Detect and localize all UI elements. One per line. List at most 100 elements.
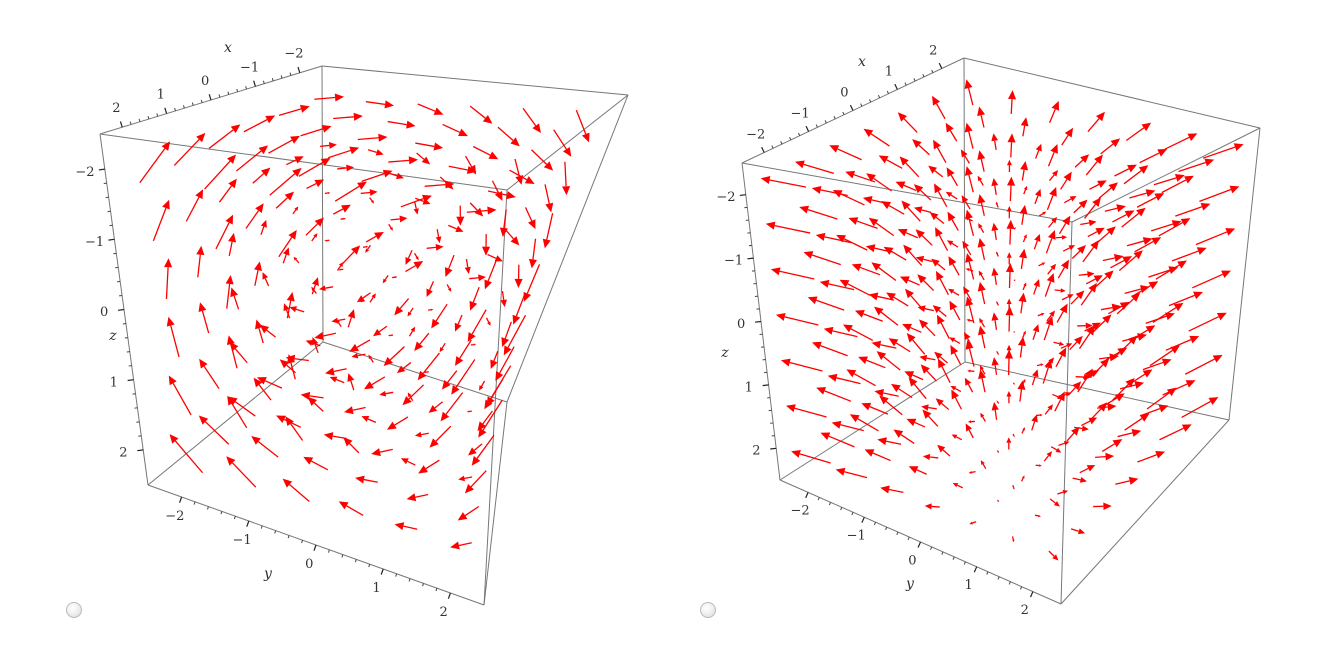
vector-arrowhead bbox=[1075, 290, 1085, 300]
vector-arrow-shaft bbox=[1060, 178, 1068, 190]
vector-arrowhead bbox=[880, 485, 890, 494]
vector-arrow-shaft bbox=[1061, 134, 1069, 146]
vector-arrowhead bbox=[1122, 256, 1133, 265]
vector-arrow-shaft bbox=[981, 378, 986, 393]
x-axis-minor-tick bbox=[236, 88, 239, 92]
vector-arrowhead bbox=[1038, 514, 1042, 518]
vector-arrow-shaft bbox=[544, 184, 550, 204]
vector-arrowhead bbox=[255, 203, 264, 213]
vector-arrowhead bbox=[196, 132, 206, 143]
vector-arrow-shaft bbox=[1034, 195, 1039, 205]
vector-arrow-shaft bbox=[1052, 393, 1059, 398]
vector-arrowhead bbox=[888, 338, 899, 347]
vector-arrowhead bbox=[388, 334, 391, 337]
vector-arrow-shaft bbox=[407, 249, 413, 259]
vector-arrowhead bbox=[382, 278, 387, 284]
vector-arrow-shaft bbox=[485, 317, 490, 323]
vector-arrowhead bbox=[977, 194, 986, 204]
vector-arrow-shaft bbox=[384, 274, 389, 281]
vector-arrow-shaft bbox=[936, 147, 947, 164]
vector-arrowhead bbox=[169, 434, 179, 444]
vector-arrow-shaft bbox=[1059, 393, 1067, 398]
vector-arrowhead bbox=[877, 437, 887, 446]
box-edge bbox=[963, 57, 966, 363]
vector-arrowhead bbox=[899, 276, 910, 284]
x-axis-tick bbox=[761, 146, 765, 153]
vector-arrowhead bbox=[823, 326, 834, 335]
vector-arrowhead bbox=[1039, 413, 1043, 417]
vector-arrow-shaft bbox=[1082, 246, 1095, 263]
vector-arrowhead bbox=[407, 392, 412, 398]
vector-arrow-shaft bbox=[197, 254, 201, 278]
vector-arrow-shaft bbox=[337, 318, 346, 322]
vector-arrow-shaft bbox=[230, 343, 238, 369]
vector-arrowhead bbox=[945, 122, 954, 133]
vector-arrowhead bbox=[965, 339, 974, 350]
vector-arrowhead bbox=[1110, 138, 1121, 148]
vector-arrowhead bbox=[1181, 424, 1192, 432]
vector-arrowhead bbox=[1023, 185, 1028, 191]
x-axis-minor-tick bbox=[147, 116, 150, 120]
vector-arrow-shaft bbox=[333, 116, 354, 120]
vector-arrow-shaft bbox=[1022, 333, 1025, 338]
vector-arrowhead bbox=[1133, 250, 1143, 260]
vector-arrow-shaft bbox=[482, 399, 503, 431]
vector-arrow-shaft bbox=[295, 259, 300, 264]
radio-button-left[interactable] bbox=[66, 602, 82, 618]
vector-arrow-shaft bbox=[966, 292, 972, 301]
vector-arrow-shaft bbox=[490, 378, 504, 399]
vector-arrowhead bbox=[347, 309, 356, 319]
vector-arrow-shaft bbox=[414, 201, 417, 209]
radio-button-right[interactable] bbox=[700, 602, 716, 618]
y-axis-tick-label: −1 bbox=[232, 533, 251, 548]
vector-arrowhead bbox=[1050, 143, 1058, 154]
vector-arrow-shaft bbox=[1032, 330, 1037, 340]
vector-arrow-shaft bbox=[847, 283, 871, 296]
vector-arrowhead bbox=[1032, 369, 1039, 378]
vector-arrow-shaft bbox=[429, 281, 435, 291]
vector-arrow-shaft bbox=[371, 376, 386, 386]
vector-arrowhead bbox=[1184, 175, 1194, 184]
vector-arrow-shaft bbox=[1192, 273, 1224, 289]
vector-arrowhead bbox=[344, 406, 354, 415]
vector-arrow-shaft bbox=[1139, 407, 1161, 417]
vector-arrowhead bbox=[1100, 358, 1110, 368]
vector-arrowhead bbox=[908, 466, 919, 474]
vector-arrowhead bbox=[876, 351, 887, 360]
vector-arrowhead bbox=[1145, 189, 1156, 197]
vector-arrowhead bbox=[871, 262, 882, 271]
vector-arrowhead bbox=[283, 303, 290, 312]
vector-arrow-shaft bbox=[347, 317, 353, 328]
vector-arrow-shaft bbox=[174, 440, 204, 474]
vector-arrowhead bbox=[831, 420, 842, 429]
vector-arrow-shaft bbox=[891, 250, 907, 261]
vector-arrowhead bbox=[1090, 240, 1099, 250]
vector-arrow-shaft bbox=[1020, 301, 1024, 314]
x-axis-tick-label: −2 bbox=[284, 47, 303, 62]
vector-arrowhead bbox=[1006, 176, 1016, 186]
vector-arrow-shaft bbox=[905, 162, 920, 178]
vector-arrow-shaft bbox=[1078, 332, 1091, 349]
x-axis-tick bbox=[938, 62, 943, 69]
vector-arrowhead bbox=[1019, 248, 1028, 259]
vector-arrow-shaft bbox=[1117, 432, 1133, 438]
vector-arrowhead bbox=[490, 359, 498, 370]
vector-arrow-shaft bbox=[1150, 223, 1174, 232]
vector-arrowhead bbox=[1049, 310, 1056, 317]
z-axis-tick bbox=[108, 238, 115, 241]
vector-arrowhead bbox=[897, 228, 908, 237]
vector-arrowhead bbox=[365, 248, 370, 253]
vector-arrowhead bbox=[1023, 282, 1027, 287]
vector-arrow-shaft bbox=[937, 263, 946, 271]
y-axis-minor-tick bbox=[341, 554, 344, 558]
vector-arrowhead bbox=[226, 456, 236, 466]
vector-arrowhead bbox=[162, 199, 170, 210]
vector-arrowhead bbox=[1022, 378, 1026, 383]
vector-arrow-shaft bbox=[286, 364, 296, 374]
vector-arrowhead bbox=[290, 135, 300, 144]
vector-arrow-shaft bbox=[258, 384, 272, 401]
vector-arrowhead bbox=[276, 415, 286, 424]
vector-arrow-shaft bbox=[1057, 491, 1064, 495]
vector-arrow-shaft bbox=[863, 313, 883, 322]
vector-arrow-shaft bbox=[908, 250, 923, 267]
